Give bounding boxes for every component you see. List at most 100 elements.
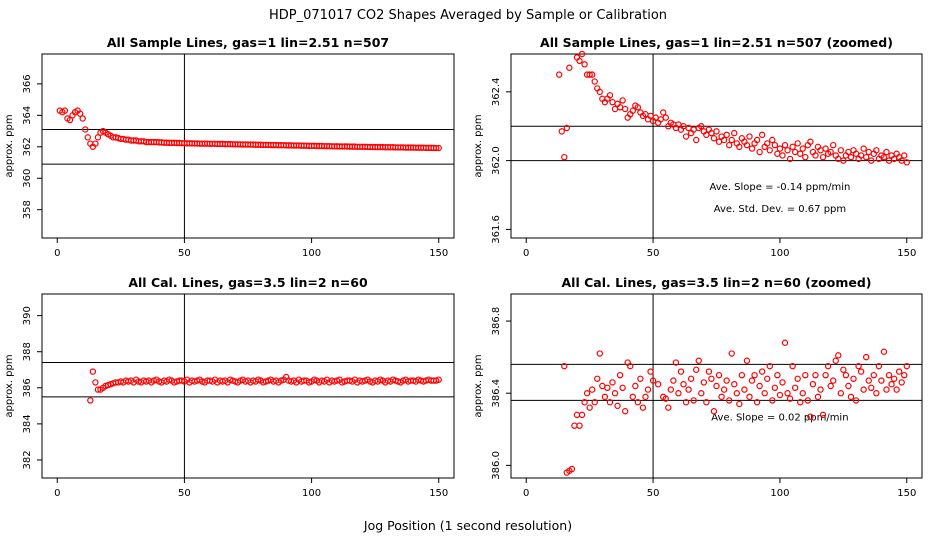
data-point — [634, 399, 642, 406]
data-point — [771, 384, 779, 392]
data-point — [764, 140, 771, 147]
data-point — [837, 147, 845, 154]
data-point — [720, 386, 728, 393]
data-point — [845, 382, 852, 390]
data-point — [665, 404, 672, 411]
data-point — [435, 144, 442, 152]
annotation: Ave. Std. Dev. = 0.67 ppm — [714, 204, 846, 215]
data-point — [895, 368, 903, 375]
data-point — [642, 393, 649, 401]
data-point — [865, 377, 872, 384]
data-point — [685, 386, 692, 393]
data-point — [766, 362, 773, 370]
data-point — [860, 386, 867, 393]
data-point — [774, 371, 781, 379]
data-point — [591, 399, 598, 406]
data-point — [819, 411, 827, 419]
plot-frame — [41, 293, 455, 479]
data-point — [644, 386, 652, 393]
data-point — [822, 145, 829, 152]
data-point — [660, 109, 667, 116]
data-point — [698, 123, 705, 130]
data-point — [583, 390, 591, 397]
y-tick-label: 362.4 — [491, 78, 502, 107]
data-point — [578, 50, 586, 58]
data-point — [581, 399, 588, 406]
data-point — [862, 353, 870, 361]
data-point — [563, 124, 571, 132]
data-point — [723, 131, 730, 139]
data-point — [817, 386, 824, 393]
data-point — [840, 366, 847, 373]
data-point — [718, 393, 725, 401]
data-point — [614, 402, 621, 410]
y-tick-label: 361.6 — [491, 215, 502, 244]
data-point — [725, 397, 733, 404]
data-point — [847, 393, 855, 401]
data-point — [700, 379, 708, 386]
x-tick-label: 50 — [647, 488, 660, 499]
data-point — [797, 399, 804, 406]
data-point — [435, 376, 442, 383]
annotation: Ave. Slope = 0.02 ppm/min — [711, 412, 848, 423]
data-point — [791, 148, 799, 156]
data-point — [616, 371, 624, 379]
data-series — [556, 50, 910, 166]
data-point — [743, 357, 751, 364]
data-point — [766, 147, 773, 154]
data-point — [571, 422, 578, 429]
panel-4: All Cal. Lines, gas=3.5 lin=2 n=60 (zoom… — [473, 275, 923, 499]
data-point — [586, 404, 593, 411]
data-point — [893, 386, 900, 393]
data-point — [728, 350, 735, 357]
data-point — [662, 395, 669, 402]
x-tick-label: 100 — [770, 248, 789, 259]
data-point — [561, 362, 568, 370]
data-point — [794, 375, 801, 382]
data-point — [741, 386, 748, 393]
data-point — [728, 136, 735, 144]
data-point — [637, 375, 644, 382]
plot-frame — [510, 293, 923, 479]
data-point — [76, 110, 84, 117]
data-series — [561, 339, 910, 476]
data-point — [799, 145, 806, 152]
x-tick-label: 0 — [523, 248, 529, 259]
data-point — [667, 386, 675, 393]
data-point — [94, 134, 102, 141]
data-point — [723, 377, 730, 384]
data-point — [695, 357, 702, 364]
data-point — [687, 375, 695, 382]
data-point — [639, 404, 647, 411]
data-point — [784, 147, 791, 154]
data-point — [604, 384, 611, 392]
data-point — [621, 408, 629, 415]
annotation: Ave. Slope = -0.14 ppm/min — [709, 182, 850, 193]
data-point — [87, 397, 94, 404]
data-point — [606, 399, 614, 406]
data-point — [868, 384, 875, 392]
y-tick-label: 384 — [22, 414, 33, 433]
y-axis-label: approx. ppm — [473, 114, 484, 177]
data-point — [708, 375, 715, 382]
data-point — [677, 368, 685, 375]
data-point — [432, 144, 440, 152]
x-tick-label: 100 — [302, 488, 321, 499]
data-point — [662, 114, 669, 121]
x-tick-label: 50 — [178, 248, 191, 259]
data-point — [901, 152, 908, 159]
x-tick-label: 0 — [54, 488, 60, 499]
data-point — [776, 145, 784, 152]
data-point — [703, 399, 710, 406]
y-tick-label: 358 — [22, 200, 33, 219]
data-point — [804, 397, 812, 404]
y-tick-label: 386.0 — [491, 451, 502, 480]
data-point — [675, 390, 682, 397]
data-point — [880, 153, 888, 161]
data-point — [629, 393, 636, 401]
x-tick-label: 50 — [647, 248, 660, 259]
data-series — [56, 107, 442, 152]
data-point — [611, 390, 619, 397]
y-tick-label: 366 — [22, 74, 33, 93]
data-point — [619, 97, 626, 104]
